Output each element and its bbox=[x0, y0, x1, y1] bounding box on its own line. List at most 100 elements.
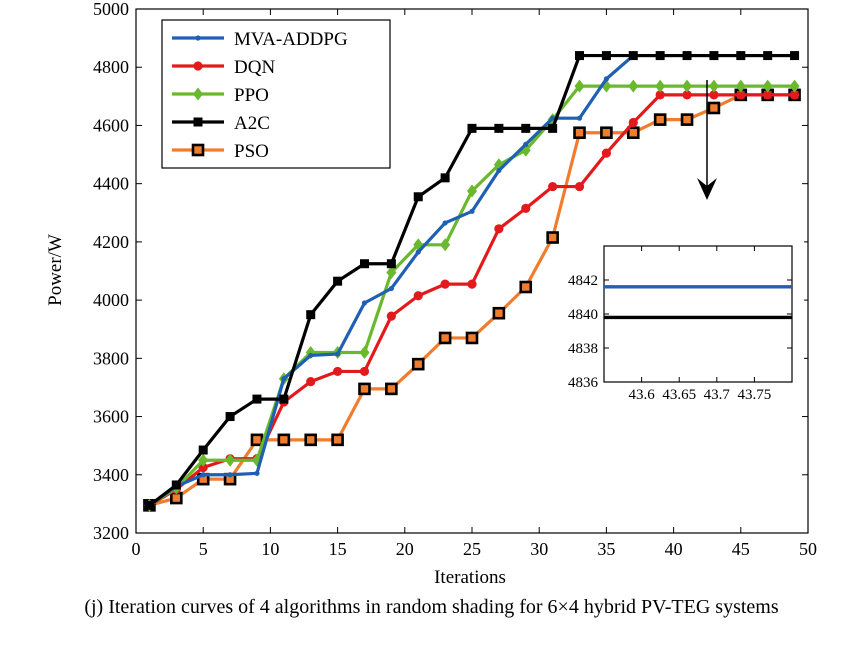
data-point-pso bbox=[707, 101, 721, 115]
data-point-mva-addpg bbox=[361, 300, 368, 306]
y-tick-label: 3800 bbox=[93, 348, 129, 368]
y-tick-label: 3600 bbox=[93, 407, 129, 427]
data-point-dqn bbox=[521, 203, 531, 214]
data-point-mva-addpg bbox=[603, 76, 610, 82]
data-point-dqn bbox=[386, 311, 396, 321]
inset-x-tick-label: 43.75 bbox=[738, 387, 772, 403]
data-point-a2c bbox=[494, 123, 504, 133]
data-point-a2c bbox=[359, 259, 369, 269]
x-tick-label: 30 bbox=[530, 539, 548, 559]
data-point-mva-addpg bbox=[254, 470, 260, 476]
x-axis-label: Iterations bbox=[434, 567, 506, 588]
data-point-mva-addpg bbox=[335, 351, 341, 357]
data-point-a2c bbox=[790, 51, 800, 61]
data-point-a2c bbox=[467, 123, 477, 133]
data-point-mva-addpg bbox=[388, 285, 394, 292]
data-point-ppo bbox=[655, 79, 666, 93]
y-tick-label: 5000 bbox=[93, 0, 129, 19]
y-tick-label: 4200 bbox=[93, 232, 129, 252]
y-tick-label: 3200 bbox=[93, 523, 129, 543]
data-point-a2c bbox=[306, 310, 316, 320]
data-point-pso bbox=[600, 126, 613, 140]
legend-label-dqn: DQN bbox=[234, 57, 275, 78]
data-point-pso bbox=[438, 331, 452, 345]
data-point-a2c bbox=[279, 394, 289, 404]
legend-marker-mva-addpg bbox=[195, 35, 201, 41]
inset-x-tick-label: 43.65 bbox=[662, 387, 696, 403]
x-tick-label: 40 bbox=[665, 539, 683, 559]
inset-x-tick-label: 43.6 bbox=[628, 387, 655, 403]
data-point-dqn bbox=[789, 90, 800, 100]
data-point-mva-addpg bbox=[496, 167, 502, 174]
data-point-a2c bbox=[521, 123, 531, 133]
inset-x-tick-label: 43.7 bbox=[704, 387, 731, 403]
data-point-a2c bbox=[333, 276, 343, 286]
data-point-a2c bbox=[171, 480, 181, 490]
inset-y-tick-label: 4842 bbox=[568, 273, 598, 289]
x-tick-label: 25 bbox=[463, 539, 481, 559]
data-point-dqn bbox=[333, 366, 343, 377]
data-point-a2c bbox=[144, 500, 154, 510]
data-point-dqn bbox=[655, 90, 665, 100]
data-point-pso bbox=[304, 433, 318, 447]
data-point-a2c bbox=[655, 51, 665, 61]
data-point-dqn bbox=[413, 291, 423, 301]
data-point-dqn bbox=[628, 117, 638, 128]
data-point-a2c bbox=[709, 51, 719, 61]
y-tick-label: 3400 bbox=[93, 465, 129, 485]
data-point-dqn bbox=[467, 279, 477, 289]
data-point-a2c bbox=[682, 51, 692, 61]
x-tick-label: 35 bbox=[597, 539, 615, 559]
data-point-pso bbox=[492, 306, 506, 320]
x-tick-label: 15 bbox=[329, 539, 347, 559]
data-point-ppo bbox=[735, 79, 746, 93]
legend-label-ppo: PPO bbox=[234, 85, 269, 106]
data-point-ppo bbox=[789, 79, 800, 93]
y-tick-label: 4600 bbox=[93, 115, 129, 135]
data-point-dqn bbox=[574, 181, 585, 192]
legend-marker-a2c bbox=[193, 117, 203, 127]
data-point-dqn bbox=[601, 148, 612, 158]
data-point-pso bbox=[411, 357, 425, 371]
legend-label-pso: PSO bbox=[234, 141, 269, 162]
data-point-ppo bbox=[198, 453, 209, 467]
data-point-pso bbox=[680, 113, 694, 126]
data-point-pso bbox=[653, 113, 667, 126]
data-point-ppo bbox=[386, 265, 397, 279]
series-a2c bbox=[144, 51, 800, 510]
inset-frame bbox=[603, 245, 793, 383]
inset-y-tick-label: 4838 bbox=[568, 341, 598, 357]
x-tick-label: 50 bbox=[799, 539, 817, 559]
data-point-a2c bbox=[763, 51, 773, 61]
data-point-a2c bbox=[386, 259, 396, 269]
data-point-mva-addpg bbox=[469, 208, 475, 214]
legend-marker-ppo bbox=[193, 87, 203, 101]
y-tick-label: 4400 bbox=[93, 174, 129, 194]
x-tick-label: 45 bbox=[732, 539, 750, 559]
data-point-a2c bbox=[440, 173, 450, 183]
inset-y-tick-label: 4836 bbox=[568, 375, 599, 391]
y-axis-label: Power/W bbox=[45, 234, 66, 306]
zoom-arrow-head bbox=[697, 178, 717, 200]
data-point-pso bbox=[465, 331, 479, 345]
data-point-ppo bbox=[682, 79, 693, 93]
zoom-arrow bbox=[697, 80, 717, 200]
data-point-ppo bbox=[225, 453, 236, 467]
legend-marker-pso bbox=[191, 143, 205, 157]
data-point-pso bbox=[626, 126, 640, 140]
data-point-a2c bbox=[548, 123, 558, 133]
legend-marker-dqn bbox=[193, 61, 203, 71]
data-point-dqn bbox=[548, 181, 558, 192]
data-point-a2c bbox=[628, 51, 638, 61]
data-point-a2c bbox=[198, 445, 208, 455]
data-point-dqn bbox=[306, 377, 316, 387]
series-layer bbox=[143, 51, 801, 512]
data-point-mva-addpg bbox=[550, 115, 556, 121]
data-point-pso bbox=[385, 382, 398, 396]
data-point-mva-addpg bbox=[281, 376, 287, 382]
data-point-mva-addpg bbox=[415, 249, 421, 255]
data-point-dqn bbox=[494, 224, 504, 234]
data-point-a2c bbox=[225, 412, 235, 422]
x-tick-label: 0 bbox=[132, 539, 141, 559]
